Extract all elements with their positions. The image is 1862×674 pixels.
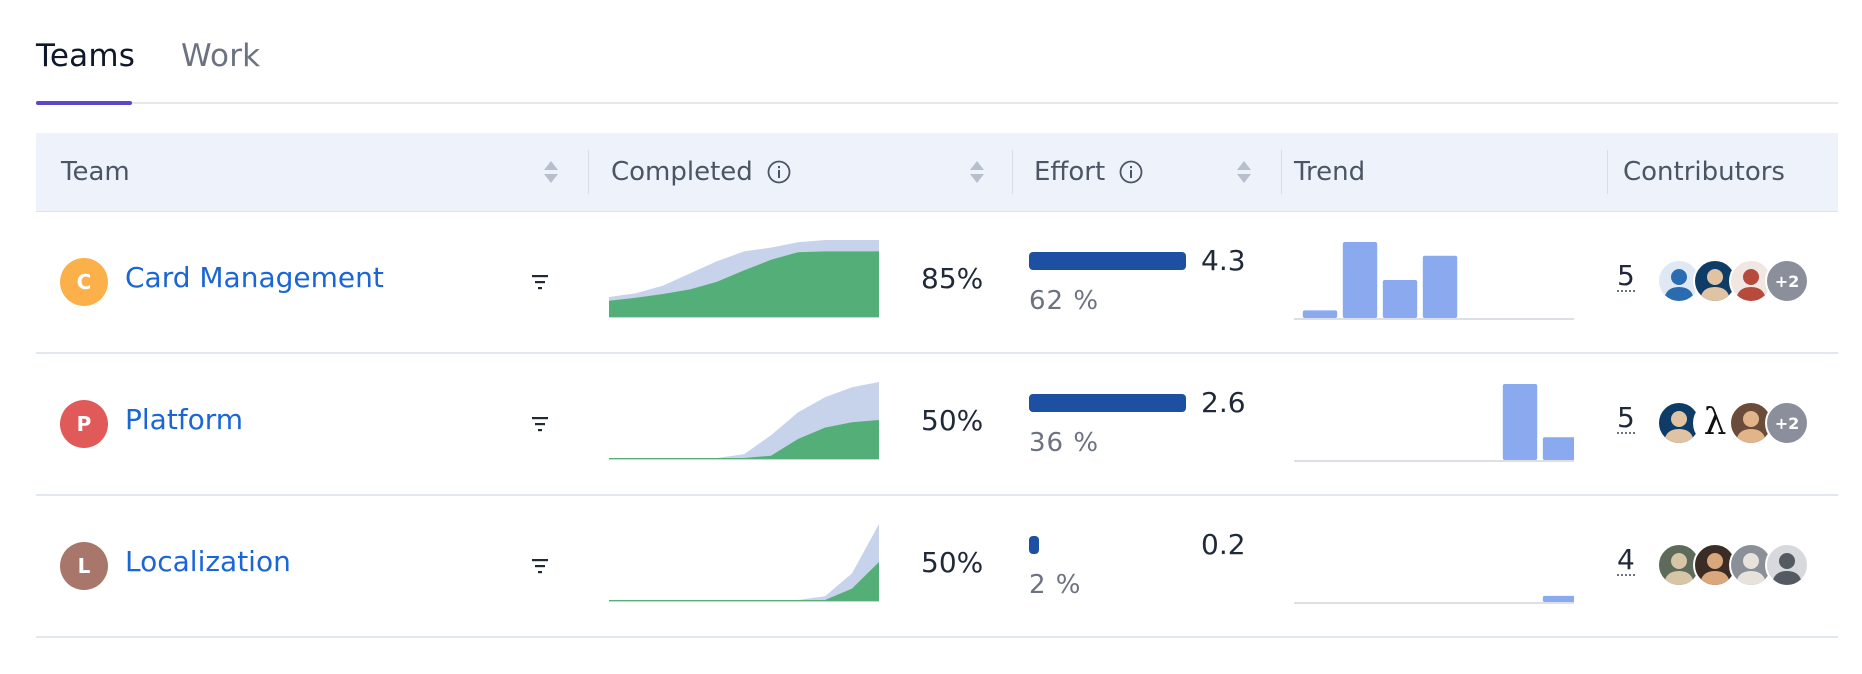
teams-table: Team Completed Effort [36,133,1838,638]
person-silhouette [1664,553,1694,585]
tab-work[interactable]: Work [181,38,261,74]
filter-icon[interactable] [528,412,552,436]
completed-area [609,251,879,318]
team-avatar: C [60,258,108,306]
column-header-effort[interactable]: Effort [1034,133,1143,211]
column-label-team: Team [61,157,130,187]
effort-bar-fill [1029,252,1186,270]
completed-area-chart [609,524,879,602]
contributor-avatars [1657,543,1817,587]
team-avatar: P [60,400,108,448]
effort-percent: 36 % [1029,428,1100,458]
effort-bar-fill [1029,536,1039,554]
effort-percent: 62 % [1029,286,1100,316]
column-divider [588,150,589,194]
trend-bar [1382,280,1418,318]
effort-value: 0.2 [1201,528,1246,561]
completed-percent: 85% [921,262,984,295]
tab-bar: Teams Work [36,0,1838,105]
column-label-effort: Effort [1034,157,1106,187]
team-name-link[interactable]: Platform [125,403,244,436]
effort-bar [1029,252,1186,270]
completed-area-chart [609,240,879,318]
completed-percent: 50% [921,546,984,579]
person-silhouette [1664,269,1694,301]
table-row: P Platform 50% 2.6 36 % 5 λ +2 [36,354,1838,496]
completed-area [609,420,879,460]
completed-area [609,562,879,602]
effort-bar-fill [1029,394,1186,412]
info-icon[interactable] [1119,160,1143,184]
filter-icon[interactable] [528,554,552,578]
effort-percent: 2 % [1029,570,1082,600]
trend-bar [1342,242,1378,318]
sort-icon[interactable] [1235,158,1253,186]
effort-bar [1029,536,1186,554]
person-silhouette [1664,411,1694,443]
contributor-count[interactable]: 5 [1617,401,1635,434]
team-avatar: L [60,542,108,590]
trend-bar [1422,255,1458,318]
contributor-count[interactable]: 4 [1617,543,1635,576]
column-label-trend: Trend [1294,157,1366,187]
trend-bar [1542,595,1574,602]
column-divider [1012,150,1013,194]
info-icon[interactable] [767,160,791,184]
contributor-count[interactable]: 5 [1617,259,1635,292]
trend-bar [1502,384,1538,460]
table-row: C Card Management 85% 4.3 62 % 5 +2 [36,212,1838,354]
user-avatar-gray-icon[interactable] [1765,543,1809,587]
scope-area [609,524,879,602]
person-silhouette [1700,553,1730,585]
person-silhouette [1736,411,1766,443]
contributor-avatars: λ +2 [1657,401,1817,445]
table-body: C Card Management 85% 4.3 62 % 5 +2 P Platform 50… [36,212,1838,638]
column-label-completed: Completed [611,157,753,187]
person-silhouette [1736,269,1766,301]
trend-bar-chart [1294,384,1574,462]
contributor-avatars: +2 [1657,259,1817,303]
column-divider [1281,150,1282,194]
team-name-link[interactable]: Localization [125,545,291,578]
active-tab-indicator [36,101,132,105]
completed-percent: 50% [921,404,984,437]
column-header-team[interactable]: Team [61,133,130,211]
column-header-completed[interactable]: Completed [611,133,791,211]
person-silhouette [1772,553,1802,585]
sort-icon[interactable] [968,158,986,186]
user-avatar-hat-icon[interactable] [1729,401,1773,445]
person-silhouette [1700,269,1730,301]
trend-bar-chart [1294,595,1574,604]
tab-teams[interactable]: Teams [36,38,136,74]
trend-bar-chart [1294,242,1574,320]
sort-icon[interactable] [542,158,560,186]
person-silhouette [1736,553,1766,585]
column-header-trend: Trend [1294,133,1365,211]
user-avatar-dark-icon[interactable] [1657,401,1701,445]
column-divider [1607,150,1608,194]
table-row: L Localization 50% 0.2 2 % 4 [36,496,1838,638]
trend-bar [1542,437,1574,460]
column-header-contributors: Contributors [1623,133,1785,211]
effort-value: 2.6 [1201,386,1246,419]
more-contributors-badge[interactable]: +2 [1765,401,1809,445]
effort-bar [1029,394,1186,412]
trend-bar [1302,310,1338,318]
completed-area-chart [609,382,879,460]
table-header: Team Completed Effort [36,133,1838,212]
filter-icon[interactable] [528,270,552,294]
more-contributors-badge[interactable]: +2 [1765,259,1809,303]
team-name-link[interactable]: Card Management [125,261,384,294]
effort-value: 4.3 [1201,244,1246,277]
column-label-contributors: Contributors [1623,157,1785,187]
